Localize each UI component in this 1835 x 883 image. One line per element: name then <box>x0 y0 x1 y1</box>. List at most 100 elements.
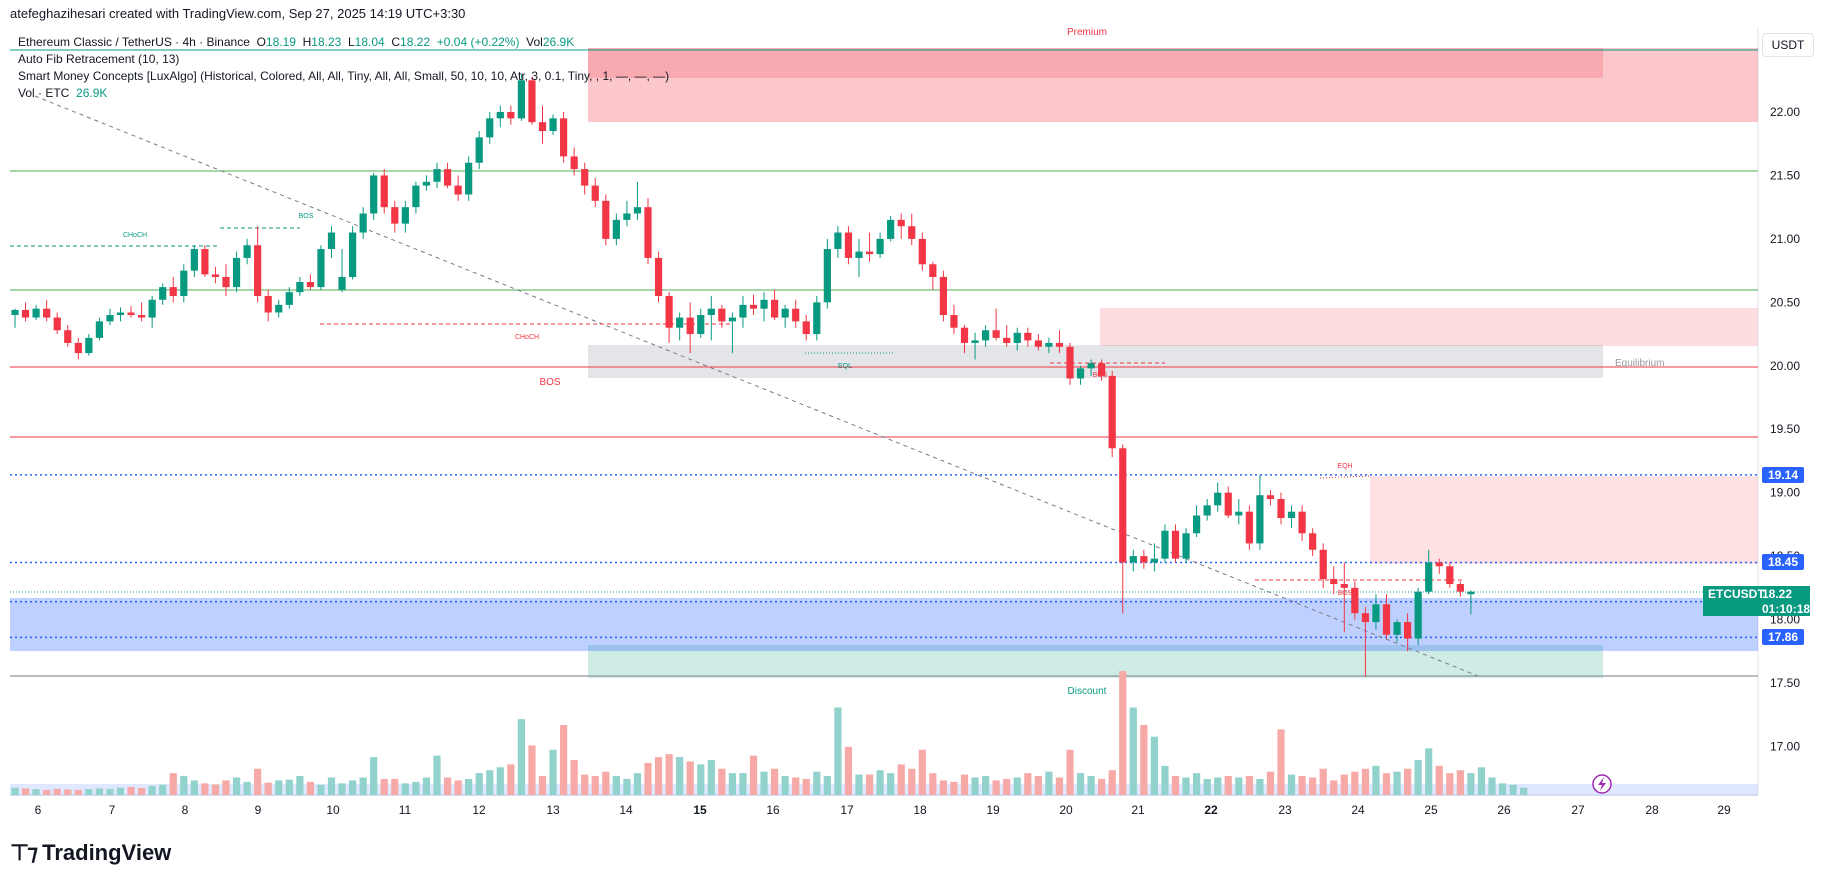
volume-bar <box>138 787 146 795</box>
choch-label-1: CHoCH <box>123 232 147 239</box>
candle <box>338 276 346 290</box>
candle <box>855 251 863 258</box>
candle <box>1066 346 1074 379</box>
volume-bar <box>422 777 431 795</box>
legend-indicator-volume[interactable]: Vol · ETC 26.9K <box>18 85 669 102</box>
candle <box>433 169 441 182</box>
candle <box>1235 511 1243 516</box>
discount-zone <box>588 645 1603 678</box>
candle <box>602 200 610 239</box>
candle <box>918 238 926 265</box>
legend-indicator-fib[interactable]: Auto Fib Retracement (10, 13) <box>18 52 180 66</box>
volume-bar <box>686 761 694 795</box>
volume-bar <box>1340 774 1348 795</box>
volume-bar <box>960 774 969 795</box>
candle <box>665 295 673 328</box>
currency-button[interactable]: USDT <box>1762 33 1814 57</box>
volume-bar <box>1361 768 1369 795</box>
volume-bar <box>1277 729 1285 795</box>
legend-symbol[interactable]: Ethereum Classic / TetherUS · 4h · Binan… <box>18 35 250 49</box>
candle <box>960 327 969 343</box>
supply-zone-mid <box>1100 308 1758 346</box>
candle <box>929 264 937 277</box>
lightning-icon <box>1598 777 1606 791</box>
volume-bar <box>823 776 831 795</box>
volume-bar <box>443 777 452 795</box>
equilibrium-zone <box>588 345 1603 378</box>
legend-volume-value: 26.9K <box>76 86 108 100</box>
price-tick-label: 20.00 <box>1770 359 1800 373</box>
candle <box>190 249 198 271</box>
candle <box>887 219 895 239</box>
candle <box>1266 495 1275 500</box>
time-tick-label: 7 <box>109 803 116 817</box>
volume-bar <box>1024 773 1032 795</box>
candle <box>1013 332 1021 343</box>
time-tick-label: 29 <box>1717 803 1731 817</box>
volume-bar <box>1425 748 1433 795</box>
candle <box>475 137 483 163</box>
volume-bar <box>496 767 504 795</box>
volume-bar <box>285 779 293 795</box>
candle <box>95 321 103 338</box>
candle <box>21 309 30 318</box>
candle <box>992 330 1000 338</box>
volume-bar <box>612 776 620 795</box>
volume-bar <box>232 777 241 795</box>
volume-bar <box>538 776 547 795</box>
volume-bar <box>222 780 230 795</box>
volume-bar <box>1013 777 1021 795</box>
volume-bar <box>1066 749 1074 795</box>
volume-bar <box>1161 765 1169 795</box>
candle <box>1203 505 1211 516</box>
volume-bar <box>1520 787 1528 795</box>
candle <box>612 219 620 239</box>
candle <box>296 282 304 293</box>
price-tag-17.86: 17.86 <box>1762 629 1805 646</box>
volume-bar <box>971 777 979 795</box>
volume-bar <box>602 771 610 795</box>
volume-bar <box>982 776 990 795</box>
volume-bar <box>317 784 325 795</box>
candle <box>222 276 230 288</box>
candle <box>549 118 557 132</box>
volume-bar <box>697 764 705 795</box>
candle <box>180 270 188 296</box>
volume-bar <box>834 707 842 795</box>
time-tick-label: 17 <box>840 803 854 817</box>
eqh-label: EQH <box>1337 463 1352 470</box>
candle <box>359 213 367 233</box>
volume-bar <box>1256 778 1264 795</box>
time-tick-label: 14 <box>619 803 633 817</box>
candle <box>1382 604 1391 635</box>
candle <box>1456 584 1464 592</box>
volume-bar <box>306 781 314 795</box>
candle <box>465 162 473 195</box>
candle <box>285 292 293 305</box>
volume-bar <box>760 771 768 795</box>
volume-bar <box>528 745 536 795</box>
candle <box>116 312 125 316</box>
candle <box>591 185 599 201</box>
volume-bar <box>781 776 789 795</box>
volume-bar <box>771 768 779 795</box>
candle <box>581 169 589 186</box>
volume-bar <box>950 781 958 795</box>
legend-close-label: C <box>391 35 401 49</box>
volume-bar <box>95 788 103 795</box>
eql-label: EQL <box>838 363 852 370</box>
legend-low: 18.04 <box>354 35 385 49</box>
volume-bar <box>1108 770 1116 795</box>
volume-bar <box>1140 724 1148 795</box>
candle <box>1076 368 1085 379</box>
premium-zone <box>588 48 1758 122</box>
volume-bar <box>1182 777 1190 795</box>
volume-bar <box>1287 774 1296 795</box>
legend-indicator-smc[interactable]: Smart Money Concepts [LuxAlgo] (Historic… <box>18 69 670 83</box>
volume-bar <box>254 768 262 795</box>
candle <box>1119 448 1127 563</box>
volume-bar <box>517 719 525 795</box>
candle <box>74 342 82 354</box>
candle <box>1361 613 1369 623</box>
